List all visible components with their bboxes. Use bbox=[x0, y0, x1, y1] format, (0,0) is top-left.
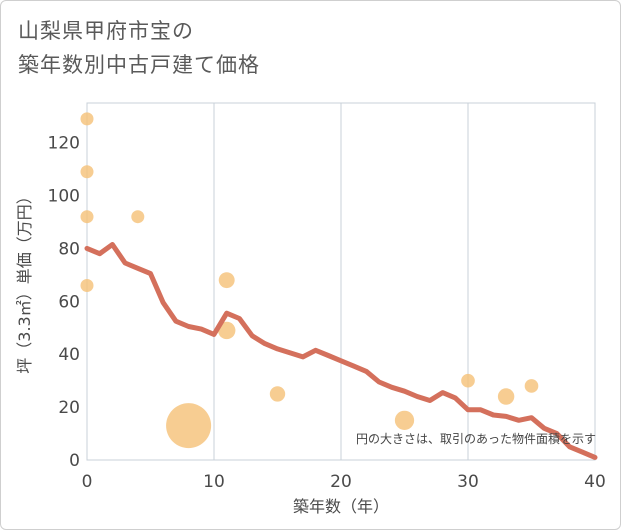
chart-title-line-1: 山梨県甲府市宝の bbox=[18, 19, 194, 43]
bubble-point-13 bbox=[524, 379, 539, 393]
bubble-size-note: 円の大きさは、取引のあった物件面積を示す bbox=[356, 431, 596, 446]
y-tick-label-40: 40 bbox=[58, 345, 80, 365]
chart-title: 山梨県甲府市宝の 築年数別中古戸建て価格 bbox=[18, 14, 260, 82]
x-tick-label-20: 20 bbox=[330, 472, 352, 492]
x-tick-label-0: 0 bbox=[82, 472, 93, 492]
bubble-point-2 bbox=[80, 165, 94, 179]
y-tick-label-0: 0 bbox=[69, 451, 80, 471]
y-tick-label-60: 60 bbox=[58, 292, 80, 312]
x-axis-label: 築年数（年） bbox=[293, 497, 389, 516]
y-tick-label-20: 20 bbox=[58, 398, 80, 418]
bubble-point-6 bbox=[166, 403, 212, 449]
bubble-point-5 bbox=[131, 210, 145, 224]
bubble-point-12 bbox=[497, 388, 515, 405]
y-tick-label-80: 80 bbox=[58, 239, 80, 259]
average-price-line bbox=[84, 242, 598, 460]
y-tick-label-100: 100 bbox=[48, 187, 80, 207]
bubble-point-9 bbox=[269, 386, 286, 402]
y-tick-label-120: 120 bbox=[48, 134, 80, 154]
bubble-point-3 bbox=[80, 210, 94, 224]
chart-title-line-2: 築年数別中古戸建て価格 bbox=[18, 53, 260, 77]
bubble-point-1 bbox=[80, 112, 94, 126]
bubble-point-4 bbox=[80, 278, 94, 292]
bubble-point-8 bbox=[217, 321, 236, 340]
bubble-point-10 bbox=[394, 410, 415, 430]
y-axis-label: 坪（3.3㎡）単価（万円） bbox=[15, 188, 34, 373]
x-tick-label-30: 30 bbox=[457, 472, 479, 492]
x-tick-label-40: 40 bbox=[584, 472, 606, 492]
bubble-point-11 bbox=[461, 373, 475, 388]
x-tick-label-10: 10 bbox=[203, 472, 225, 492]
bubble-point-7 bbox=[218, 272, 235, 289]
